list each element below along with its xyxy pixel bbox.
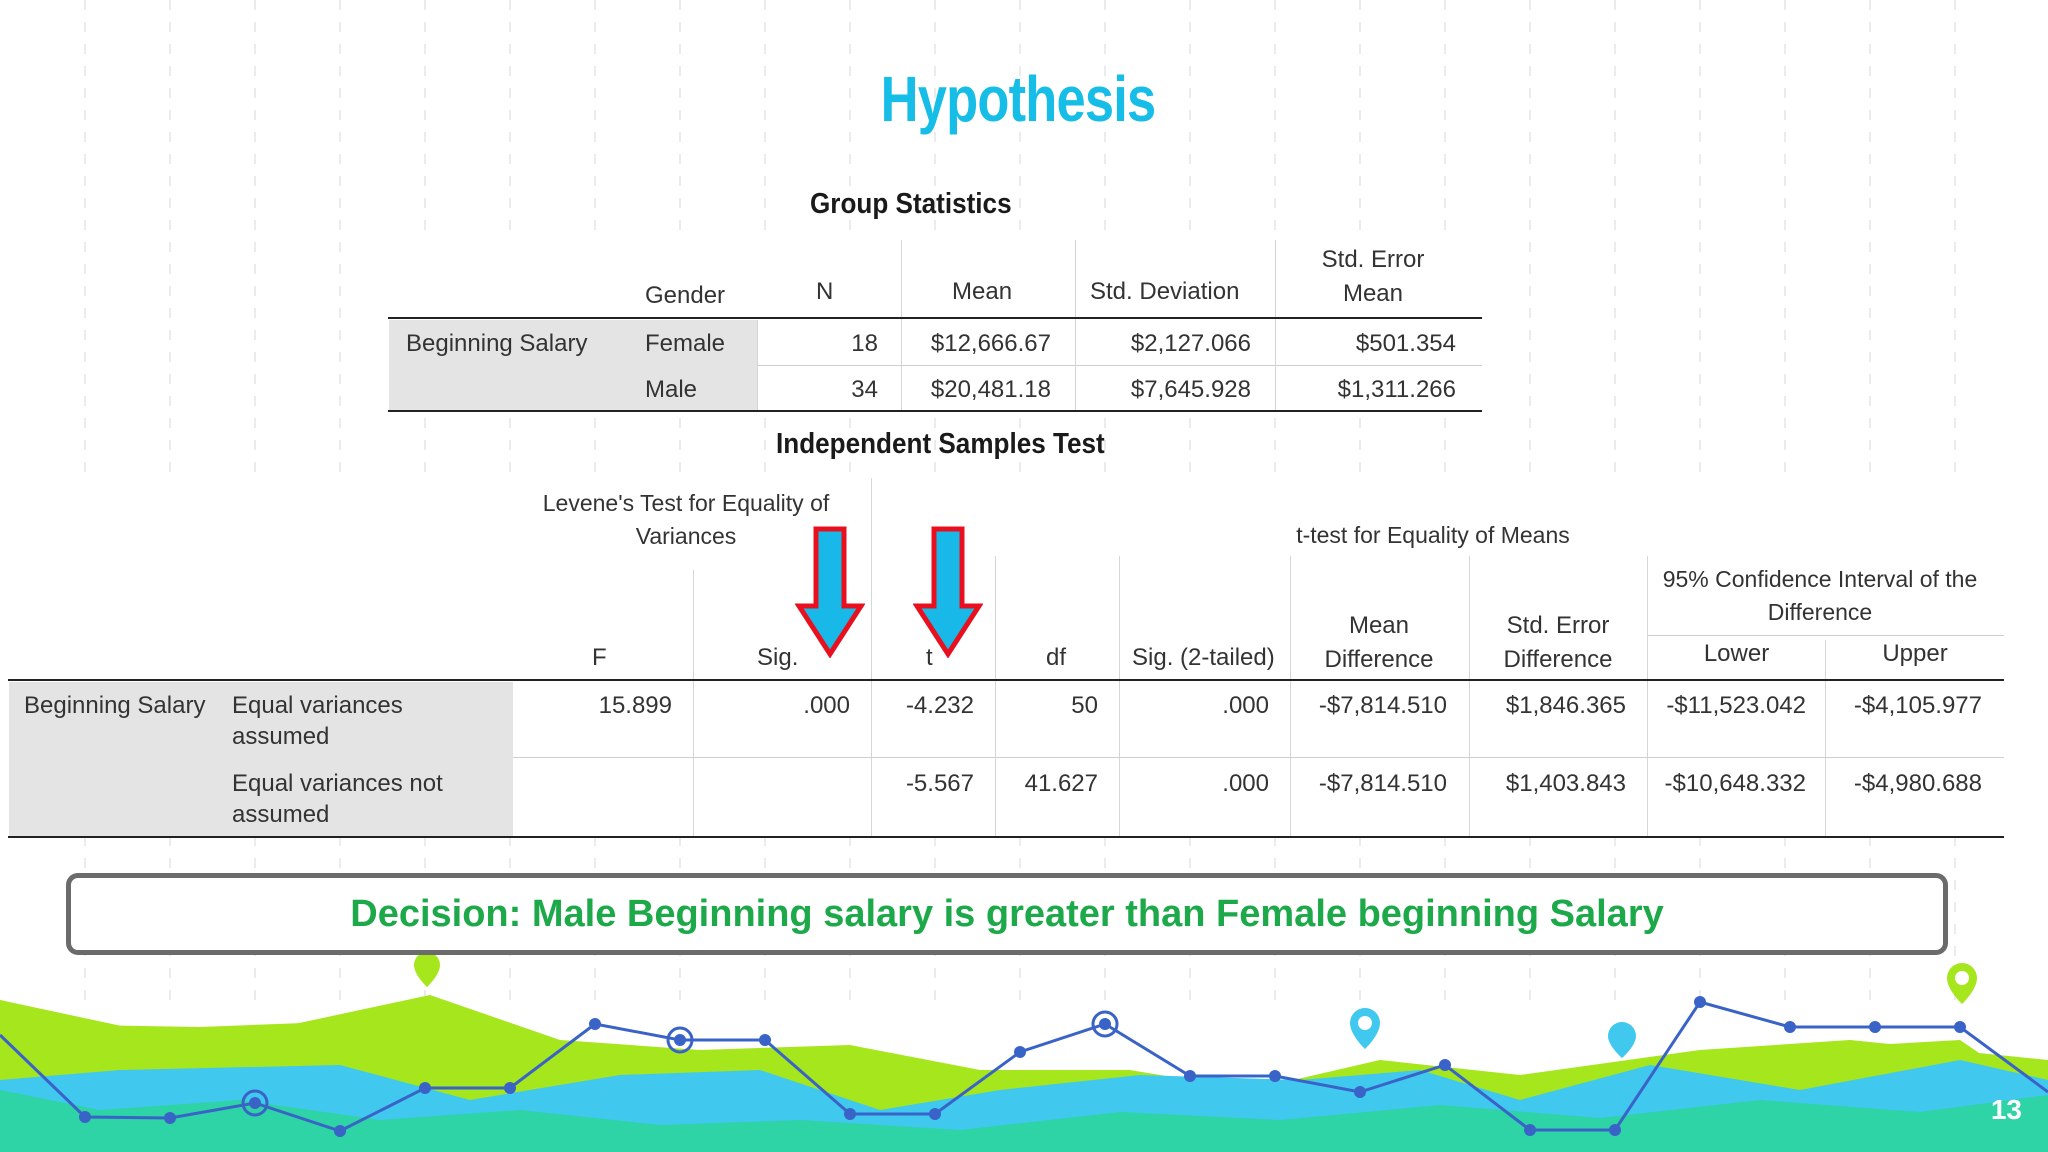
bottom-rule <box>388 410 1482 412</box>
col-divider <box>1825 640 1826 836</box>
sig-2-tailed-cell: .000 <box>1222 692 1269 719</box>
row-rule <box>513 757 2004 758</box>
col-divider <box>1275 240 1276 410</box>
col-divider <box>1119 556 1120 836</box>
t-cell: -5.567 <box>905 770 974 797</box>
lower-cell: -$10,648.332 <box>1664 770 1806 797</box>
header-std-deviation: Std. Deviation <box>1090 278 1240 305</box>
mean-difference-cell: -$7,814.510 <box>1318 770 1447 797</box>
ci-header-rule <box>1648 635 2004 636</box>
header-gender: Gender <box>645 282 726 309</box>
col-divider <box>1290 556 1291 836</box>
std-dev-cell: $7,645.928 <box>1130 376 1251 403</box>
gender-cell: Female <box>645 330 726 357</box>
levene-header: Levene's Test for Equality of Variances <box>542 490 830 549</box>
row-label: Equal variances not assumed <box>232 770 443 828</box>
df-cell: 41.627 <box>1024 770 1098 797</box>
mean-cell: $20,481.18 <box>930 376 1051 403</box>
header-upper: Upper <box>1882 640 1948 667</box>
gender-cell: Male <box>645 376 698 403</box>
header-std-error-mean: Std. Error Mean <box>1321 246 1425 307</box>
independent-samples-title: Independent Samples Test <box>776 428 1105 460</box>
header-sig: Sig. <box>757 644 799 671</box>
mean-difference-cell: -$7,814.510 <box>1318 692 1447 719</box>
col-divider <box>995 556 996 836</box>
t-cell: -4.232 <box>905 692 974 719</box>
se-mean-cell: $1,311.266 <box>1337 376 1456 403</box>
variable-label: Beginning Salary <box>406 330 588 357</box>
bottom-rule <box>8 836 2004 838</box>
decision-text: Decision: Male Beginning salary is great… <box>350 893 1664 935</box>
header-mean: Mean <box>952 278 1013 305</box>
down-arrow-icon <box>795 526 865 658</box>
col-divider <box>1469 556 1470 836</box>
header-n: N <box>816 278 834 305</box>
col-divider <box>1647 556 1648 836</box>
col-divider <box>901 240 902 410</box>
header-f: F <box>592 644 607 671</box>
se-mean-cell: $501.354 <box>1355 330 1456 357</box>
row-label: Equal variances assumed <box>232 692 403 750</box>
ci-header: 95% Confidence Interval of the Differenc… <box>1662 566 1978 625</box>
slide-title: Hypothesis <box>880 63 1156 135</box>
row-header-shade <box>9 682 513 837</box>
col-divider <box>871 478 872 836</box>
footer-decoration <box>0 952 2048 1152</box>
df-cell: 50 <box>1071 692 1098 719</box>
header-df: df <box>1046 644 1067 671</box>
row-rule <box>757 365 1482 366</box>
header-rule <box>388 317 1482 319</box>
header-std-error-difference: Std. Error Difference <box>1503 612 1613 673</box>
sig-2-tailed-cell: .000 <box>1222 770 1269 797</box>
header-mean-difference: Mean Difference <box>1324 612 1434 673</box>
header-lower: Lower <box>1703 640 1770 667</box>
col-divider <box>1075 240 1076 410</box>
page-number: 13 <box>1990 1094 2022 1125</box>
std-error-difference-cell: $1,403.843 <box>1505 770 1626 797</box>
group-statistics-title: Group Statistics <box>810 188 1012 220</box>
header-sig-2-tailed: Sig. (2-tailed) <box>1132 644 1275 671</box>
ttest-header: t-test for Equality of Means <box>1296 522 1570 548</box>
sig-cell: .000 <box>803 692 850 719</box>
upper-cell: -$4,980.688 <box>1853 770 1982 797</box>
std-dev-cell: $2,127.066 <box>1130 330 1251 357</box>
col-divider <box>693 570 694 836</box>
down-arrow-icon <box>913 526 983 658</box>
decision-callout: Decision: Male Beginning salary is great… <box>66 873 1948 955</box>
n-cell: 34 <box>851 376 878 403</box>
upper-cell: -$4,105.977 <box>1853 692 1982 719</box>
header-t: t <box>926 644 933 671</box>
lower-cell: -$11,523.042 <box>1666 692 1806 719</box>
n-cell: 18 <box>851 330 878 357</box>
std-error-difference-cell: $1,846.365 <box>1505 692 1626 719</box>
variable-label: Beginning Salary <box>24 692 206 719</box>
f-cell: 15.899 <box>598 692 672 719</box>
row-header-shade <box>389 320 757 411</box>
mean-cell: $12,666.67 <box>930 330 1051 357</box>
header-rule <box>8 679 2004 681</box>
